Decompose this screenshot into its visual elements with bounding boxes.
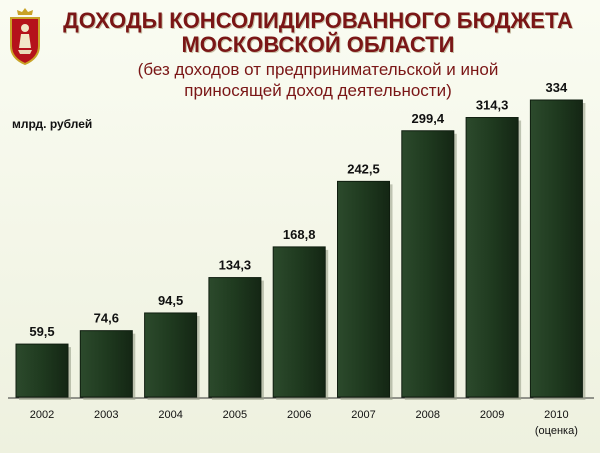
value-label: 94,5 bbox=[158, 293, 183, 308]
chart-title-line2: МОСКОВСКОЙ ОБЛАСТИ bbox=[181, 32, 455, 57]
value-label: 134,3 bbox=[219, 258, 252, 273]
bar-2004 bbox=[144, 312, 198, 398]
chart-title-line1: ДОХОДЫ КОНСОЛИДИРОВАННОГО БЮДЖЕТА bbox=[63, 8, 573, 33]
bar-2002 bbox=[15, 343, 69, 398]
bar-2007 bbox=[337, 180, 390, 398]
value-label: 242,5 bbox=[347, 161, 380, 176]
bar-2010 bbox=[529, 99, 583, 398]
x-tick-label: 2005 bbox=[223, 409, 247, 421]
x-tick-label: 2002 bbox=[30, 409, 54, 421]
bar-2005 bbox=[208, 277, 262, 398]
x-tick-label: 2004 bbox=[158, 409, 182, 421]
chart-subtitle: (без доходов от предпринимательской и ин… bbox=[48, 59, 588, 101]
x-tick-label: 2007 bbox=[351, 409, 375, 421]
x-tick-label: 2009 bbox=[480, 409, 504, 421]
x-tick-label: 2006 bbox=[287, 409, 311, 421]
x-tick-note: (оценка) bbox=[535, 425, 578, 437]
value-label: 168,8 bbox=[283, 227, 316, 242]
bar-2008 bbox=[401, 130, 455, 398]
chart-subtitle-line1: (без доходов от предпринимательской и ин… bbox=[137, 60, 499, 79]
value-label: 74,6 bbox=[94, 311, 119, 326]
bar-2006 bbox=[272, 246, 326, 398]
bar-2009 bbox=[465, 117, 519, 398]
value-label: 299,4 bbox=[412, 111, 445, 126]
x-tick-label: 2008 bbox=[416, 409, 440, 421]
value-label: 334 bbox=[546, 80, 568, 95]
x-tick-label: 2010 bbox=[544, 409, 568, 421]
value-label: 314,3 bbox=[476, 98, 509, 113]
chart-title: ДОХОДЫ КОНСОЛИДИРОВАННОГО БЮДЖЕТА МОСКОВ… bbox=[48, 9, 588, 57]
coat-of-arms-icon bbox=[6, 6, 44, 68]
value-label: 59,5 bbox=[29, 324, 54, 339]
chart-subtitle-line2: приносящей доход деятельности) bbox=[184, 81, 452, 100]
y-axis-unit-label: млрд. рублей bbox=[12, 117, 93, 131]
bar-2003 bbox=[79, 330, 133, 398]
x-tick-label: 2003 bbox=[94, 409, 118, 421]
